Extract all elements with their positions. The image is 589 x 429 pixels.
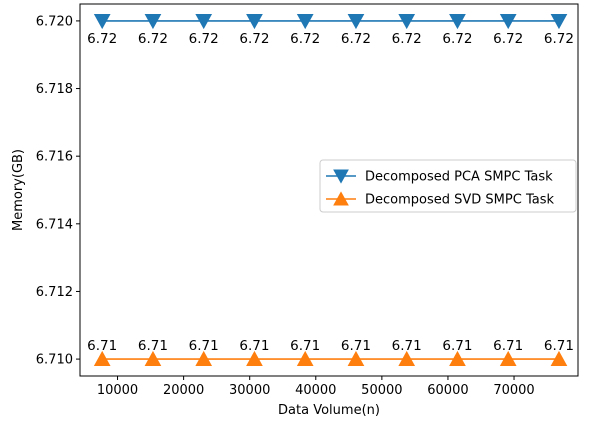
legend-label: Decomposed PCA SMPC Task [365,170,553,185]
legend-marker [333,169,349,184]
data-point [550,350,568,366]
x-tick-label: 50000 [361,383,402,398]
data-label: 6.72 [544,31,574,47]
y-axis-label: Memory(GB) [11,149,26,231]
y-tick-label: 6.714 [36,217,73,232]
data-point [449,350,466,366]
series-1 [93,14,568,30]
data-point [296,350,314,366]
data-point [499,14,517,30]
data-point [93,14,111,30]
series-layer [93,14,568,366]
data-point [398,350,416,366]
y-tick-label: 6.716 [36,150,73,165]
data-point [347,14,365,30]
data-label: 6.71 [290,338,320,354]
data-point [449,14,466,30]
data-point [347,350,365,366]
data-label: 6.71 [189,338,219,354]
x-tick-label: 70000 [493,383,534,398]
data-point [246,350,263,366]
data-label: 6.72 [392,31,422,47]
data-labels: 6.72 6.72 6.72 6.72 6.72 6.72 6.72 6.72 6.72 6.72… [87,31,574,354]
y-tick-label: 6.720 [36,14,73,29]
y-tick-label: 6.712 [36,285,73,300]
legend: Decomposed PCA SMPC Task Decomposed SVD S… [319,159,577,213]
axis-ticks: 10000 20000 30000 40000 50000 60000 70000 6.710… [36,14,535,398]
data-label: 6.71 [138,338,168,354]
data-point [144,14,162,30]
x-tick-label: 10000 [97,383,138,398]
y-tick-label: 6.718 [36,82,73,97]
x-tick-label: 30000 [229,383,270,398]
y-tick-label: 6.710 [36,353,73,368]
data-label: 6.71 [392,338,422,354]
legend-entry: Decomposed SVD SMPC Task [326,191,554,208]
legend-frame [319,159,577,213]
x-tick-label: 20000 [163,383,204,398]
data-point [246,14,263,30]
data-point [499,350,517,366]
data-label: 6.72 [87,31,117,47]
x-tick-label: 60000 [427,383,468,398]
data-label: 6.71 [493,338,523,354]
data-label: 6.72 [493,31,523,47]
data-label: 6.72 [442,31,472,47]
data-point [296,14,314,30]
data-label: 6.71 [87,338,117,354]
data-label: 6.71 [442,338,472,354]
data-point [195,350,213,366]
data-label: 6.72 [189,31,219,47]
data-label: 6.71 [544,338,574,354]
x-axis-label: Data Volume(n) [278,403,380,418]
legend-label: Decomposed SVD SMPC Task [365,193,554,208]
data-label: 6.72 [138,31,168,47]
data-label: 6.72 [341,31,371,47]
series-2 [93,350,568,366]
data-point [398,14,416,30]
x-tick-label: 40000 [295,383,336,398]
data-point [144,350,162,366]
data-label: 6.71 [239,338,269,354]
data-point [195,14,213,30]
data-label: 6.72 [239,31,269,47]
data-point [93,350,111,366]
legend-entry: Decomposed PCA SMPC Task [326,170,553,185]
data-point [550,14,568,30]
legend-marker [333,191,349,206]
legend-entries: Decomposed PCA SMPC Task Decomposed SVD S… [326,170,554,208]
plot-area-frame [79,3,579,377]
data-label: 6.72 [290,31,320,47]
data-label: 6.71 [341,338,371,354]
